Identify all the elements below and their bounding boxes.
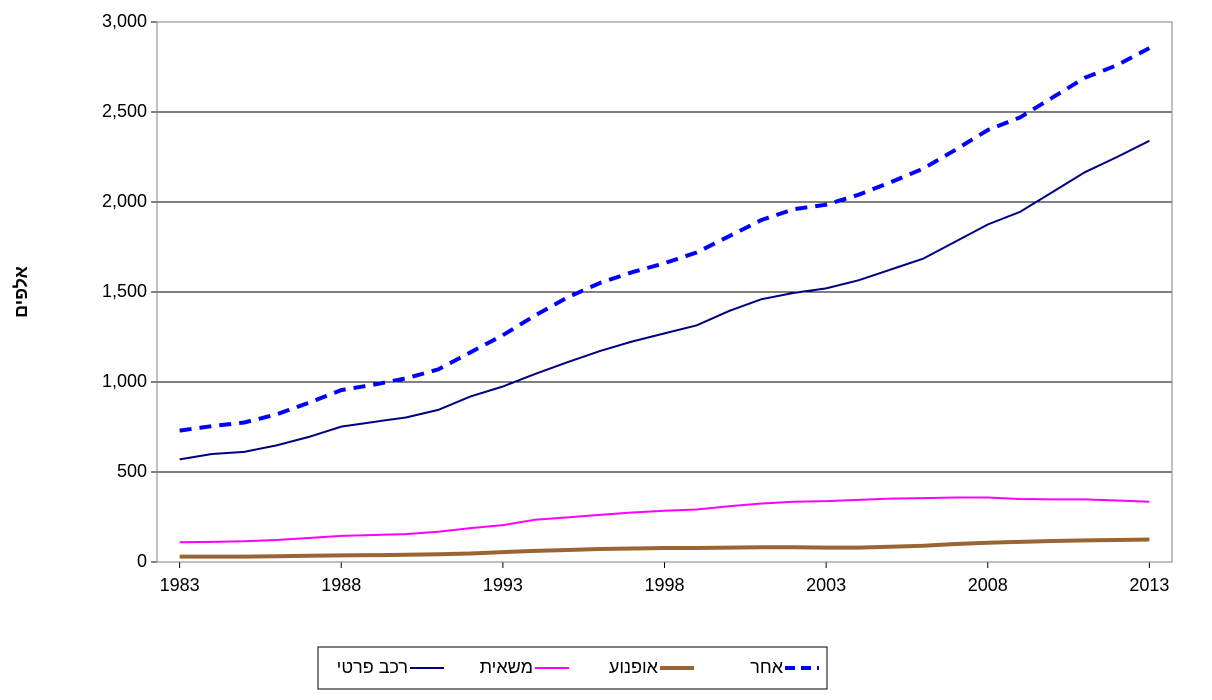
y-tick-label: 2,000 bbox=[102, 191, 147, 211]
y-axis-label: אלפים bbox=[11, 266, 31, 318]
legend-label: אופנוע bbox=[609, 657, 659, 677]
y-tick-label: 0 bbox=[137, 551, 147, 571]
x-tick-label: 2008 bbox=[968, 575, 1008, 595]
legend-label: רכב פרטי bbox=[337, 657, 408, 677]
y-tick-label: 1,500 bbox=[102, 281, 147, 301]
plot-frame bbox=[156, 21, 1173, 563]
series-line bbox=[179, 139, 1150, 461]
y-tick-label: 3,000 bbox=[102, 11, 147, 31]
x-tick-label: 1993 bbox=[483, 575, 523, 595]
legend-box bbox=[317, 646, 828, 690]
legend-label: משאית bbox=[480, 657, 533, 677]
x-tick-label: 1983 bbox=[160, 575, 200, 595]
x-tick-label: 1998 bbox=[644, 575, 684, 595]
x-tick-label: 2013 bbox=[1129, 575, 1169, 595]
y-tick-label: 500 bbox=[117, 461, 147, 481]
legend-label: אחר bbox=[750, 657, 783, 677]
y-tick-label: 1,000 bbox=[102, 371, 147, 391]
series-line bbox=[179, 46, 1151, 433]
x-tick-label: 2003 bbox=[806, 575, 846, 595]
series-line bbox=[179, 496, 1150, 544]
series-line bbox=[179, 537, 1150, 559]
y-tick-label: 2,500 bbox=[102, 101, 147, 121]
x-tick-label: 1988 bbox=[321, 575, 361, 595]
